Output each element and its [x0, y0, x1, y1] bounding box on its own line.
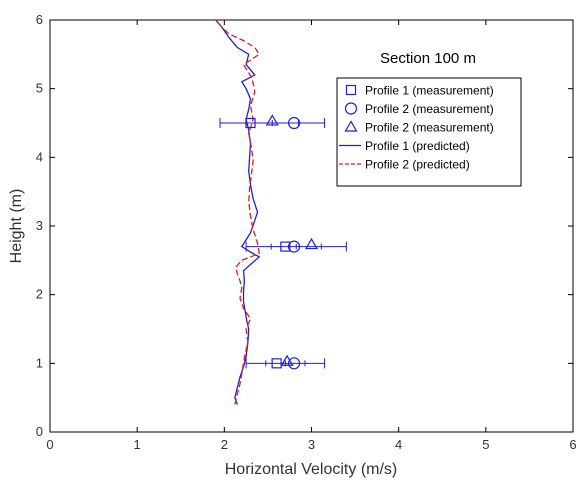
profile-2-predicted-line — [215, 19, 261, 405]
data-point-square — [280, 241, 291, 252]
data-point-triangle — [280, 354, 294, 366]
series-4 — [265, 114, 319, 366]
y-axis-label: Height (m) — [8, 189, 25, 264]
section-annotation: Section 100 m — [380, 50, 476, 67]
y-tick-label: 3 — [36, 218, 43, 233]
y-tick-label: 5 — [36, 81, 43, 96]
data-point-square — [245, 117, 256, 129]
data-point-circle — [287, 240, 301, 253]
legend-entry-label: Profile 2 (predicted) — [365, 158, 470, 172]
data-point-circle — [287, 116, 301, 130]
legend-marker-circle — [344, 102, 358, 115]
y-tick-label: 0 — [36, 424, 43, 439]
data-point-circle — [287, 357, 301, 370]
x-tick-label: 0 — [46, 437, 53, 452]
series-layer — [215, 19, 347, 405]
series-2 — [219, 117, 347, 369]
legend-entry-label: Profile 2 (measurement) — [365, 102, 494, 116]
y-tick-label: 6 — [36, 12, 43, 27]
x-tick-label: 6 — [569, 437, 576, 452]
legend: Profile 1 (measurement) Profile 2 (measur… — [336, 77, 522, 187]
x-tick-label: 3 — [308, 437, 315, 452]
legend-entry-label: Profile 1 (predicted) — [365, 139, 470, 153]
x-tick-label: 2 — [221, 437, 228, 452]
legend-entry-label: Profile 1 (measurement) — [365, 84, 494, 98]
y-tick-label: 4 — [36, 149, 43, 164]
legend-marker-square — [345, 84, 357, 96]
data-point-square — [271, 358, 282, 369]
x-tick-label: 1 — [134, 437, 141, 452]
legend-marker-triangle — [344, 120, 358, 132]
data-point-triangle — [265, 114, 279, 126]
y-tick-label: 2 — [36, 287, 43, 302]
data-point-triangle — [304, 237, 319, 250]
axis-ticks: 0 1 2 3 4 5 6 0 1 2 3 4 5 6 — [36, 12, 577, 452]
x-axis-label: Horizontal Velocity (m/s) — [225, 461, 398, 478]
legend-box — [336, 77, 522, 187]
x-tick-label: 5 — [482, 437, 489, 452]
x-tick-label: 4 — [395, 437, 402, 452]
y-tick-label: 1 — [36, 355, 43, 370]
series-3 — [287, 116, 301, 370]
series-1 — [215, 19, 261, 405]
legend-entry-label: Profile 2 (measurement) — [365, 121, 494, 135]
